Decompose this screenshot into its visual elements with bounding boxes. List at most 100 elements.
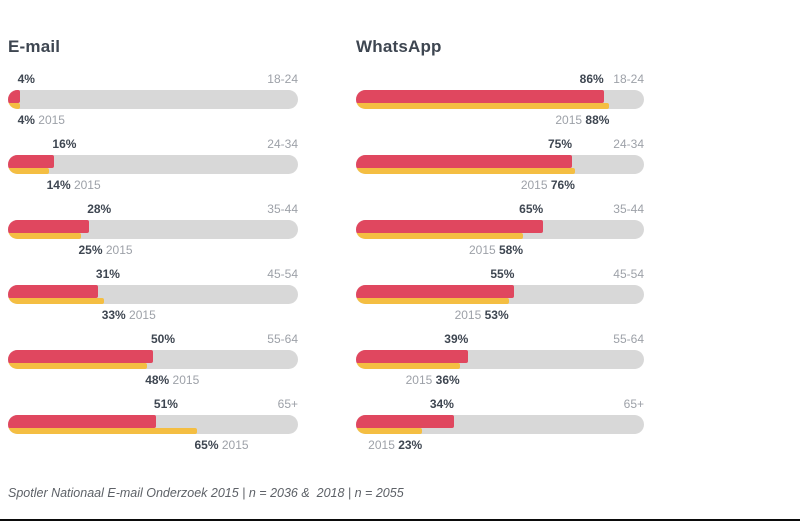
bar-row-top: 86% 18-24 [356,72,644,87]
bar-2018 [8,415,156,428]
bar-row-bottom: 14% 2015 [8,178,298,193]
age-label: 45-54 [267,267,298,281]
value-label-2015: 2015 53% [454,308,509,322]
bar-track [8,350,298,369]
bar-track [8,220,298,239]
bar-track [356,220,644,239]
whatsapp-chart: WhatsApp 86% 18-24 2015 88% 75% 24-34 2015 76… [356,37,644,462]
bar-row: 16% 24-34 14% 2015 [8,137,298,193]
age-label: 45-54 [613,267,644,281]
bar-2018 [8,285,98,298]
bar-2015 [8,103,20,109]
whatsapp-chart-title: WhatsApp [356,37,442,56]
bar-track [356,285,644,304]
value-label-2015: 14% 2015 [46,178,101,192]
value-label-2015: 25% 2015 [78,243,133,257]
value-label-2018: 16% [52,137,77,151]
bar-2015 [8,363,148,369]
value-label-2018: 86% [579,72,604,86]
age-label: 18-24 [613,72,644,86]
age-label: 24-34 [613,137,644,151]
value-label-2015: 4% 2015 [17,113,65,127]
bar-row-bottom: 4% 2015 [8,113,298,128]
bar-2018 [356,90,604,103]
bar-row: 86% 18-24 2015 88% [356,72,644,128]
bar-2015 [8,428,197,434]
bar-row: 28% 35-44 25% 2015 [8,202,298,258]
bar-2018 [356,220,544,233]
source-note: Spotler Nationaal E-mail Onderzoek 2015 … [8,486,404,500]
bar-row: 65% 35-44 2015 58% [356,202,644,258]
bar-row-top: 55% 45-54 [356,267,644,282]
bar-row-top: 34% 65+ [356,397,644,412]
value-label-2018: 51% [153,397,178,411]
email-chart-rows: 4% 18-24 4% 2015 16% 24-34 14% 2015 28% 35-44 25… [8,72,298,453]
bar-2018 [356,285,515,298]
value-label-2015: 33% 2015 [101,308,156,322]
bar-row-top: 50% 55-64 [8,332,298,347]
value-label-2015: 2015 76% [520,178,575,192]
bar-2018 [8,90,20,103]
bar-2018 [356,415,454,428]
value-label-2015: 2015 58% [468,243,524,257]
bar-2018 [8,155,55,168]
bar-row-bottom: 2015 88% [356,113,644,128]
age-label: 35-44 [613,202,644,216]
bar-row-top: 31% 45-54 [8,267,298,282]
email-chart-title: E-mail [8,37,61,56]
bar-track [8,155,298,174]
value-label-2015: 2015 36% [405,373,460,387]
bar-2015 [8,168,49,174]
bar-2015 [356,363,460,369]
value-label-2015: 65% 2015 [194,438,249,452]
value-label-2018: 39% [444,332,469,346]
bar-track [356,415,644,434]
bar-row-bottom: 2015 58% [356,243,644,258]
bar-row: 51% 65+ 65% 2015 [8,397,298,453]
bar-row-bottom: 2015 53% [356,308,644,323]
bar-2018 [8,350,153,363]
value-label-2018: 65% [519,202,544,216]
whatsapp-chart-rows: 86% 18-24 2015 88% 75% 24-34 2015 76% 65% 35-44… [356,72,644,453]
bar-track [8,285,298,304]
bar-row-top: 65% 35-44 [356,202,644,217]
value-label-2018: 75% [547,137,572,151]
age-label: 65+ [277,397,298,411]
bar-track [356,90,644,109]
bar-2015 [356,298,509,304]
bar-row-bottom: 2015 23% [356,438,644,453]
bar-row: 50% 55-64 48% 2015 [8,332,298,388]
age-label: 65+ [623,397,644,411]
value-label-2018: 28% [87,202,112,216]
email-chart: E-mail 4% 18-24 4% 2015 16% 24-34 14% 2015 28%… [8,37,298,462]
value-label-2018: 4% [17,72,35,86]
bar-row-top: 75% 24-34 [356,137,644,152]
bar-row-top: 28% 35-44 [8,202,298,217]
bar-row-top: 4% 18-24 [8,72,298,87]
bar-row: 39% 55-64 2015 36% [356,332,644,388]
bar-2018 [8,220,90,233]
bar-row-top: 51% 65+ [8,397,298,412]
bar-row: 34% 65+ 2015 23% [356,397,644,453]
bar-row-top: 39% 55-64 [356,332,644,347]
value-label-2018: 55% [490,267,515,281]
bar-track [356,155,644,174]
age-label: 18-24 [267,72,298,86]
bar-row: 4% 18-24 4% 2015 [8,72,298,128]
value-label-2015: 2015 23% [368,438,423,452]
value-label-2018: 34% [429,397,454,411]
bar-2015 [356,103,610,109]
bar-2015 [356,428,423,434]
bar-row: 55% 45-54 2015 53% [356,267,644,323]
bar-2018 [356,350,469,363]
bar-2018 [356,155,572,168]
bar-2015 [356,168,575,174]
bar-row-bottom: 25% 2015 [8,243,298,258]
bar-row-bottom: 2015 76% [356,178,644,193]
bottom-rule [0,519,800,521]
bar-row-top: 16% 24-34 [8,137,298,152]
bar-track [8,415,298,434]
age-label: 55-64 [267,332,298,346]
bar-row-bottom: 33% 2015 [8,308,298,323]
age-label: 55-64 [613,332,644,346]
